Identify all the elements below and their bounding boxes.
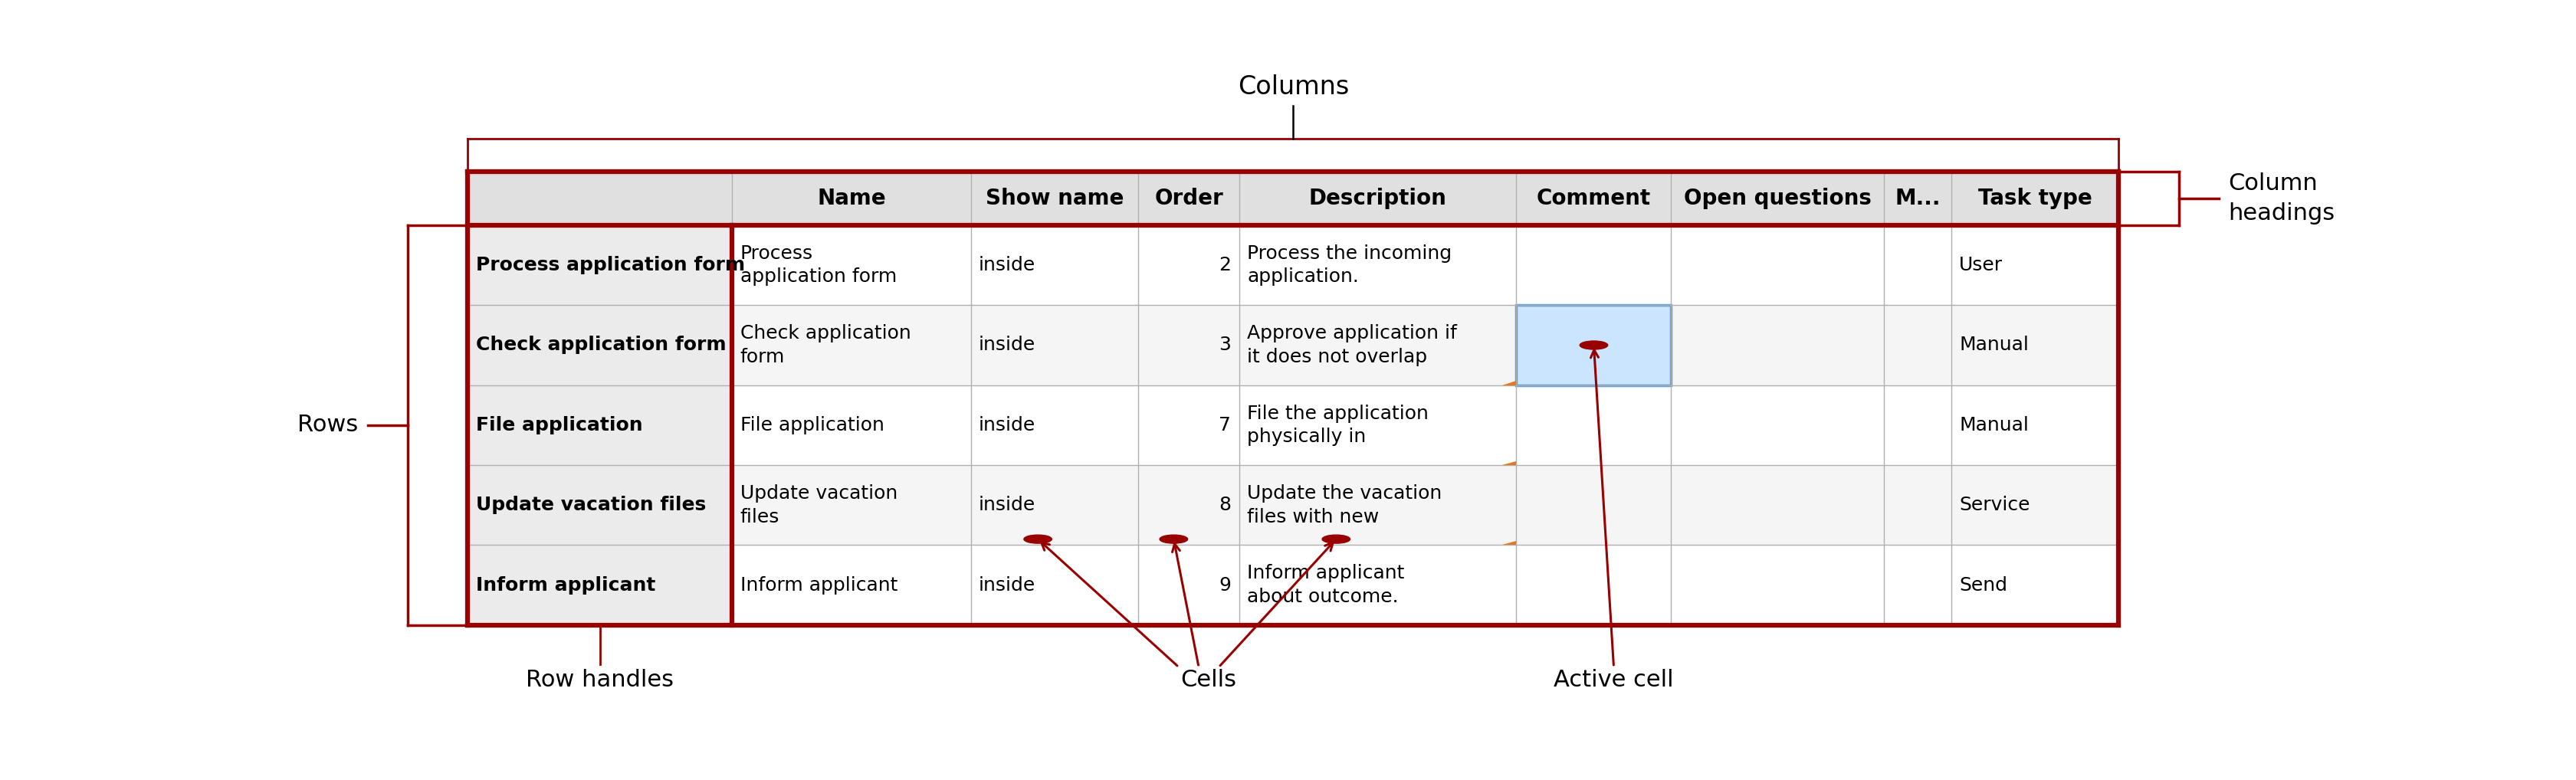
Text: Process the incoming
application.: Process the incoming application. <box>1247 244 1453 286</box>
Text: Check application
form: Check application form <box>739 324 912 366</box>
Text: Row handles: Row handles <box>526 669 675 691</box>
Text: 9: 9 <box>1218 576 1231 594</box>
Polygon shape <box>1502 381 1517 385</box>
Text: File application: File application <box>739 416 884 434</box>
Text: Rows: Rows <box>296 414 358 436</box>
Text: Manual: Manual <box>1960 336 2030 354</box>
Text: Send: Send <box>1960 576 2007 594</box>
Text: Update vacation files: Update vacation files <box>477 496 706 514</box>
Text: Inform applicant
about outcome.: Inform applicant about outcome. <box>1247 564 1404 606</box>
Text: Update vacation
files: Update vacation files <box>739 484 896 526</box>
Text: Manual: Manual <box>1960 416 2030 434</box>
Bar <box>469 305 732 385</box>
Polygon shape <box>1502 541 1517 545</box>
Bar <box>469 225 732 305</box>
Bar <box>469 385 732 465</box>
Text: 2: 2 <box>1218 256 1231 275</box>
Bar <box>469 305 2120 385</box>
Bar <box>469 545 732 625</box>
Text: Check application form: Check application form <box>477 336 726 354</box>
Text: Process
application form: Process application form <box>739 244 896 286</box>
Text: Service: Service <box>1960 496 2030 514</box>
Text: File the application
physically in: File the application physically in <box>1247 404 1430 446</box>
Polygon shape <box>1502 461 1517 465</box>
Text: Task type: Task type <box>1978 188 2092 209</box>
Text: Inform applicant: Inform applicant <box>477 576 654 594</box>
Text: Cells: Cells <box>1180 669 1236 691</box>
Circle shape <box>1579 341 1607 349</box>
Text: 7: 7 <box>1218 416 1231 434</box>
Bar <box>469 545 2120 625</box>
Text: Update the vacation
files with new: Update the vacation files with new <box>1247 484 1443 526</box>
Bar <box>469 385 2120 465</box>
Circle shape <box>1159 535 1188 544</box>
Text: 3: 3 <box>1218 336 1231 354</box>
Text: inside: inside <box>979 576 1036 594</box>
Text: Order: Order <box>1154 188 1224 209</box>
Text: inside: inside <box>979 496 1036 514</box>
Text: Show name: Show name <box>987 188 1123 209</box>
Text: M...: M... <box>1896 188 1940 209</box>
Circle shape <box>1321 535 1350 544</box>
Text: Description: Description <box>1309 188 1448 209</box>
Text: inside: inside <box>979 256 1036 275</box>
Text: Name: Name <box>817 188 886 209</box>
Text: User: User <box>1960 256 2004 275</box>
Text: Active cell: Active cell <box>1553 669 1674 691</box>
Text: Process application form: Process application form <box>477 256 744 275</box>
Text: Column
headings: Column headings <box>2228 172 2336 224</box>
Bar <box>469 172 2120 225</box>
Text: Inform applicant: Inform applicant <box>739 576 896 594</box>
Bar <box>1517 305 1672 385</box>
Text: Open questions: Open questions <box>1685 188 1870 209</box>
Text: Columns: Columns <box>1236 74 1350 100</box>
Text: File application: File application <box>477 416 641 434</box>
Circle shape <box>1023 535 1051 544</box>
Text: Comment: Comment <box>1538 188 1651 209</box>
Text: 8: 8 <box>1218 496 1231 514</box>
Text: inside: inside <box>979 336 1036 354</box>
Bar <box>469 465 732 545</box>
Bar <box>469 225 2120 305</box>
Text: inside: inside <box>979 416 1036 434</box>
Bar <box>469 465 2120 545</box>
Text: Approve application if
it does not overlap: Approve application if it does not overl… <box>1247 324 1458 366</box>
